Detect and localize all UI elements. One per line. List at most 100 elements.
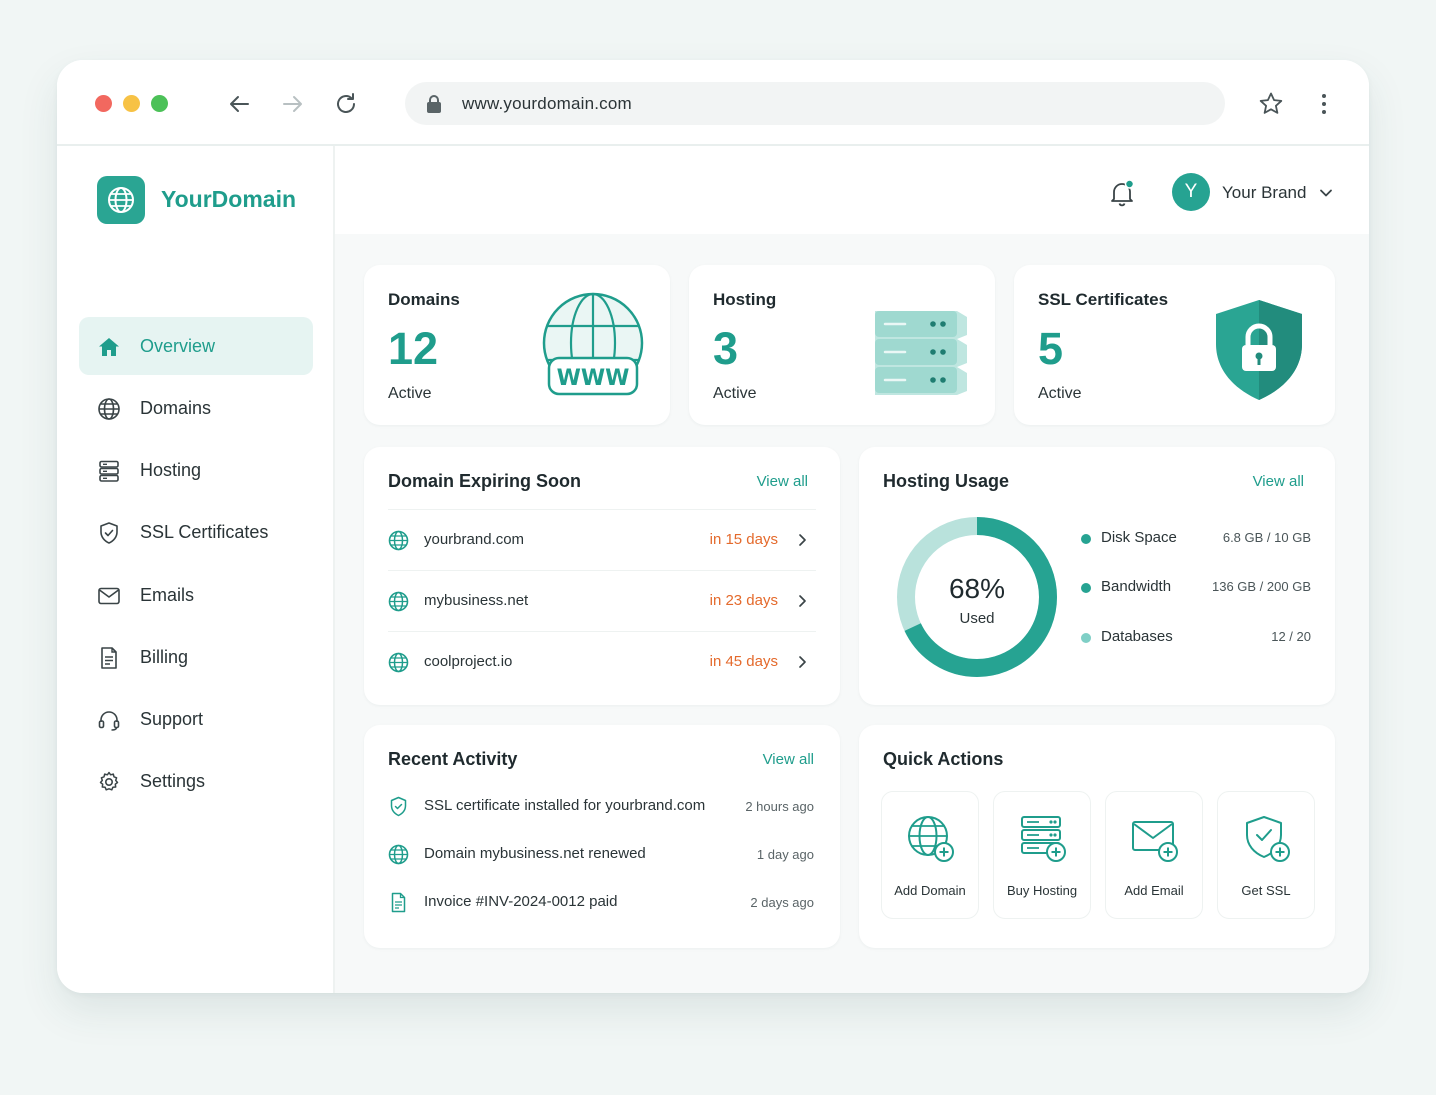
expiry-days: in 15 days xyxy=(709,531,778,548)
shield-lock-icon xyxy=(1212,297,1306,403)
chevron-right-icon[interactable] xyxy=(794,654,810,670)
stat-value: 12 xyxy=(388,323,439,374)
list-item[interactable]: SSL certificate installed for yourbrand.… xyxy=(388,795,816,819)
headset-icon xyxy=(97,708,121,732)
document-icon xyxy=(97,646,121,670)
lock-icon xyxy=(425,94,443,114)
hosting-usage-card: Hosting Usage View all 68% Used Disk Spa… xyxy=(859,447,1335,705)
stat-title: Hosting xyxy=(713,290,777,309)
logo-text[interactable]: YourDomain xyxy=(161,186,297,212)
activity-time: 1 day ago xyxy=(756,847,814,862)
sidebar: YourDomain Overview Domains Hosting SSL … xyxy=(57,146,335,993)
donut-arc xyxy=(897,517,1057,677)
sidebar-item-overview[interactable]: Overview xyxy=(79,317,313,375)
globe-icon xyxy=(97,397,121,421)
www-globe-icon: WWW xyxy=(539,291,647,401)
stat-card-hosting[interactable]: Hosting 3 Active xyxy=(689,265,995,425)
buy-hosting-icon xyxy=(1018,814,1068,864)
legend-value: 136 GB / 200 GB xyxy=(1211,579,1311,594)
www-label: WWW xyxy=(557,366,630,391)
sidebar-item-emails[interactable]: Emails xyxy=(79,566,313,624)
notification-bell-icon[interactable] xyxy=(1107,178,1137,208)
sidebar-item-ssl-certificates[interactable]: SSL Certificates xyxy=(79,503,313,561)
star-icon[interactable] xyxy=(1257,90,1285,118)
view-all-link[interactable]: View all xyxy=(756,473,808,490)
add-domain-icon xyxy=(906,814,956,864)
list-item[interactable]: yourbrand.com in 15 days xyxy=(388,509,816,570)
add-domain-button[interactable]: Add Domain xyxy=(881,791,979,919)
sidebar-item-billing[interactable]: Billing xyxy=(79,628,313,686)
legend-item-disk-space: Disk Space 6.8 GB / 10 GB xyxy=(1081,529,1311,551)
get-ssl-icon xyxy=(1242,814,1292,864)
sidebar-item-label: Emails xyxy=(140,584,195,605)
domain-name: yourbrand.com xyxy=(424,531,525,548)
view-all-link[interactable]: View all xyxy=(1252,473,1304,490)
maximize-window-button[interactable] xyxy=(151,95,168,112)
legend-dot xyxy=(1081,534,1091,544)
stat-value: 3 xyxy=(713,323,739,374)
stat-card-ssl-certificates[interactable]: SSL Certificates 5 Active xyxy=(1014,265,1335,425)
expiry-days: in 23 days xyxy=(709,592,778,609)
back-arrow-icon[interactable] xyxy=(226,90,254,118)
chevron-right-icon[interactable] xyxy=(794,532,810,548)
usage-used-label: Used xyxy=(959,610,994,627)
stat-card-domains[interactable]: Domains 12 Active WWW xyxy=(364,265,670,425)
expiry-days: in 45 days xyxy=(709,653,778,670)
legend-value: 6.8 GB / 10 GB xyxy=(1222,530,1311,545)
forward-arrow-icon[interactable] xyxy=(278,90,306,118)
add-email-button[interactable]: Add Email xyxy=(1105,791,1203,919)
avatar[interactable]: Y xyxy=(1172,173,1210,211)
sidebar-item-support[interactable]: Support xyxy=(79,690,313,748)
view-all-link[interactable]: View all xyxy=(762,751,814,768)
shield-check-icon xyxy=(388,796,409,817)
activity-time: 2 days ago xyxy=(750,895,814,910)
activity-text: SSL certificate installed for yourbrand.… xyxy=(424,797,706,814)
domain-name: mybusiness.net xyxy=(424,592,529,609)
top-bar: Y Your Brand xyxy=(335,146,1369,234)
address-bar[interactable]: www.yourdomain.com xyxy=(405,82,1225,125)
legend-dot xyxy=(1081,583,1091,593)
activity-time: 2 hours ago xyxy=(745,799,814,814)
stat-title: SSL Certificates xyxy=(1038,290,1169,309)
user-name[interactable]: Your Brand xyxy=(1222,183,1307,202)
legend-dot xyxy=(1081,633,1091,643)
add-email-icon xyxy=(1130,814,1180,864)
gear-icon xyxy=(97,770,121,794)
stat-value: 5 xyxy=(1038,323,1064,374)
legend-value: 12 / 20 xyxy=(1271,629,1311,644)
buy-hosting-button[interactable]: Buy Hosting xyxy=(993,791,1091,919)
globe-icon xyxy=(388,844,409,865)
minimize-window-button[interactable] xyxy=(123,95,140,112)
sidebar-item-label: Settings xyxy=(140,770,206,791)
legend-name: Bandwidth xyxy=(1101,578,1172,595)
activity-text: Domain mybusiness.net renewed xyxy=(424,845,646,862)
more-vertical-icon[interactable] xyxy=(1310,90,1338,118)
recent-activity-card: Recent Activity View all SSL certificate… xyxy=(364,725,840,948)
get-ssl-button[interactable]: Get SSL xyxy=(1217,791,1315,919)
chevron-right-icon[interactable] xyxy=(794,593,810,609)
logo-globe-icon[interactable] xyxy=(97,176,145,224)
chevron-down-icon[interactable] xyxy=(1317,184,1335,202)
document-icon xyxy=(388,892,409,913)
sidebar-item-hosting[interactable]: Hosting xyxy=(79,441,313,499)
list-item[interactable]: Invoice #INV-2024-0012 paid 2 days ago xyxy=(388,891,816,915)
list-item[interactable]: mybusiness.net in 23 days xyxy=(388,570,816,631)
reload-icon[interactable] xyxy=(332,90,360,118)
sidebar-item-label: Domains xyxy=(140,397,212,418)
close-window-button[interactable] xyxy=(95,95,112,112)
activity-text: Invoice #INV-2024-0012 paid xyxy=(424,893,618,910)
sidebar-item-domains[interactable]: Domains xyxy=(79,379,313,437)
globe-icon xyxy=(388,530,409,551)
sidebar-item-label: Hosting xyxy=(140,459,202,480)
mail-icon xyxy=(97,584,121,608)
server-icon xyxy=(97,459,121,483)
sidebar-item-settings[interactable]: Settings xyxy=(79,752,313,810)
list-item[interactable]: coolproject.io in 45 days xyxy=(388,631,816,692)
list-item[interactable]: Domain mybusiness.net renewed 1 day ago xyxy=(388,843,816,867)
card-title: Recent Activity xyxy=(388,749,518,769)
browser-window: www.yourdomain.com YourDomain Overview D… xyxy=(57,60,1369,993)
url-text[interactable]: www.yourdomain.com xyxy=(462,94,632,113)
legend-name: Disk Space xyxy=(1101,529,1177,546)
card-title: Quick Actions xyxy=(883,749,1004,769)
sidebar-item-label: Support xyxy=(140,708,204,729)
